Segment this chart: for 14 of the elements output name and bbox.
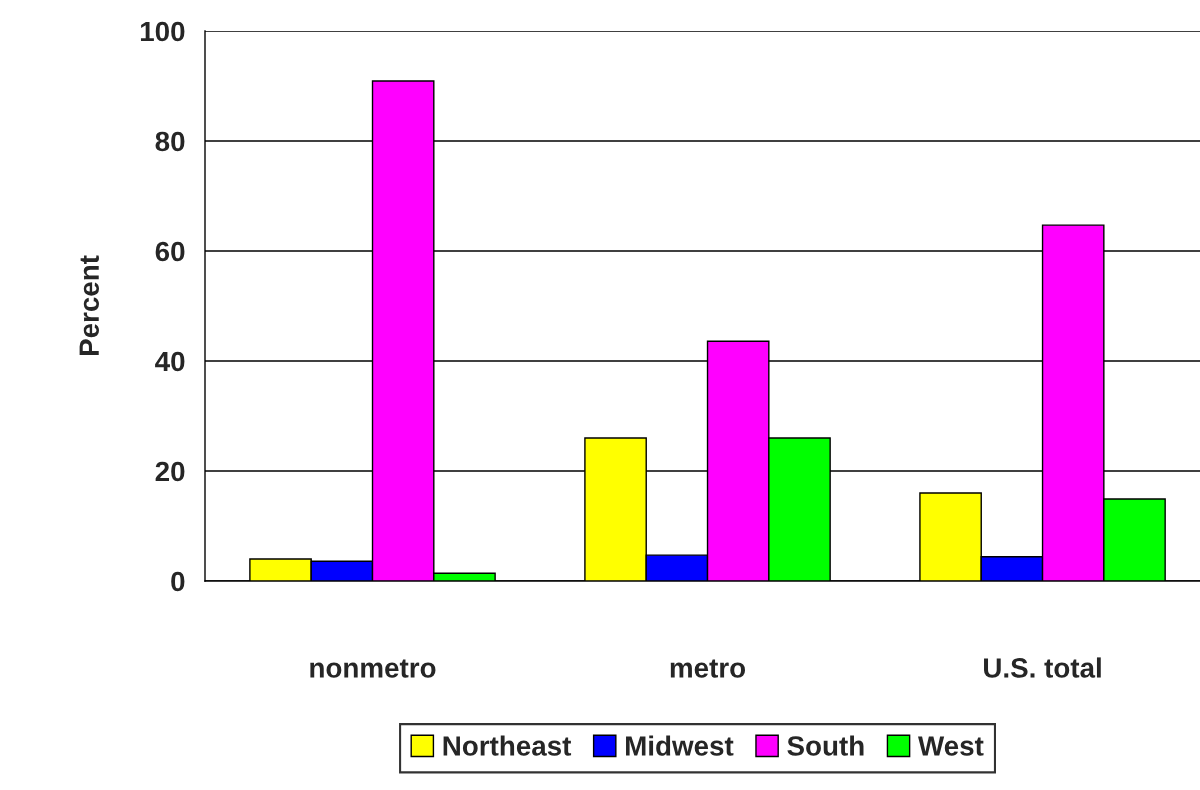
legend-label: West [918,736,984,756]
y-tick-label: 40 [155,351,185,372]
y-axis-title: Percent [79,255,99,356]
legend-label: Midwest [626,735,734,756]
y-tick-label: 80 [155,131,185,152]
y-tick-label: 20 [155,461,185,482]
x-tick-label: nonmetro [310,659,436,678]
y-tick-label: 0 [171,571,185,592]
legend-label: South [787,735,864,756]
x-tick-label: metro [670,659,746,678]
legend-label: Northeast [443,735,572,756]
x-tick-label: U.S. total [984,657,1101,678]
y-tick-label: 100 [140,21,185,42]
y-tick-label: 60 [155,241,185,262]
